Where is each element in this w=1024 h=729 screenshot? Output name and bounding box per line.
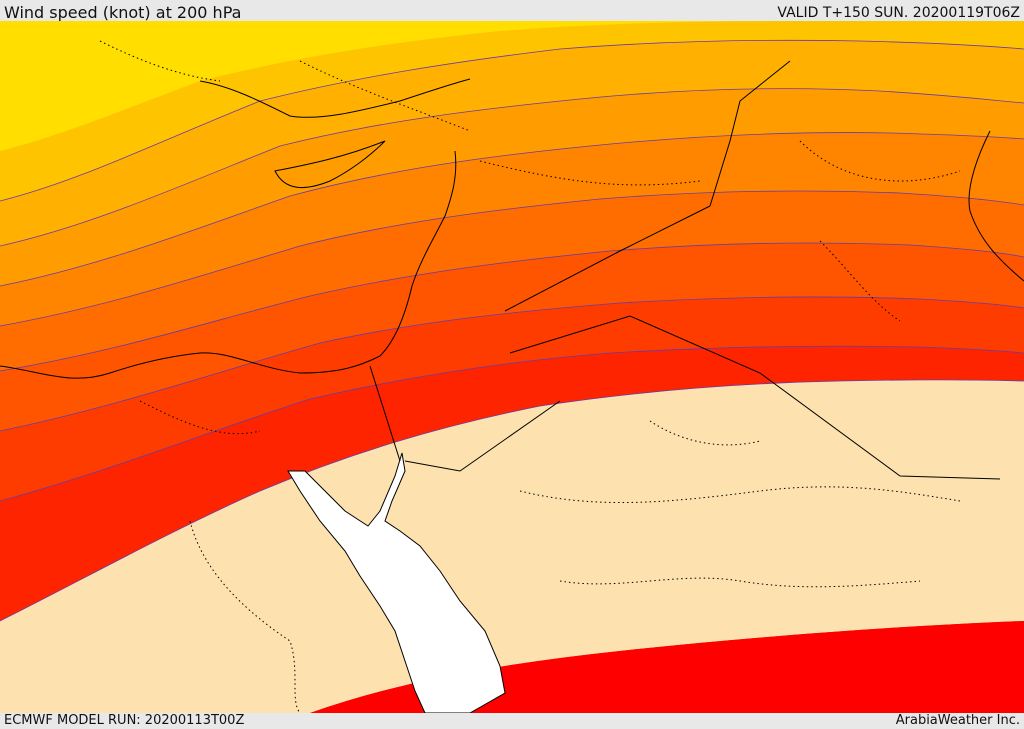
contour-lines (0, 39, 1024, 622)
map-title: Wind speed (knot) at 200 hPa (4, 3, 242, 22)
contour-line (0, 379, 1024, 622)
contour-line (0, 242, 1024, 372)
wind-bands (0, 21, 1024, 713)
valid-time-label: VALID T+150 SUN. 20200119T06Z (777, 5, 1020, 21)
footer-bar: ECMWF MODEL RUN: 20200113T00Z ArabiaWeat… (0, 713, 1024, 729)
dotted-border (519, 486, 961, 504)
saudi-iraq-border (509, 315, 1001, 480)
wind-speed-map (0, 21, 1024, 713)
sinai-border (369, 365, 401, 462)
dotted-border (299, 60, 471, 132)
dotted-border (819, 240, 901, 322)
dotted-border (799, 140, 961, 182)
dotted-border (559, 577, 921, 588)
contour-line (0, 88, 1024, 247)
low-wind-zone (0, 379, 1024, 713)
credit-label: ArabiaWeather Inc. (895, 713, 1020, 728)
dotted-border (189, 520, 301, 713)
dotted-border (479, 160, 701, 186)
coastlines (0, 60, 1024, 480)
dotted-border (99, 40, 221, 82)
gulf-border (404, 400, 561, 472)
contour-line (0, 132, 1024, 287)
contour-line (0, 296, 1024, 432)
iraq-jordan-border (504, 205, 711, 312)
east-coast (968, 130, 1024, 282)
interior-borders (99, 40, 961, 713)
north-coast (199, 78, 471, 118)
header-bar: Wind speed (knot) at 200 hPa VALID T+150… (0, 0, 1024, 22)
model-run-label: ECMWF MODEL RUN: 20200113T00Z (4, 713, 245, 728)
mediterranean-coast (0, 150, 457, 379)
contour-line (0, 190, 1024, 327)
iraq-border (709, 60, 791, 207)
red-sea (287, 452, 506, 713)
contour-line (0, 345, 1024, 502)
cyprus-coast (274, 140, 386, 189)
dotted-border (139, 400, 261, 435)
contour-line (0, 39, 1024, 202)
